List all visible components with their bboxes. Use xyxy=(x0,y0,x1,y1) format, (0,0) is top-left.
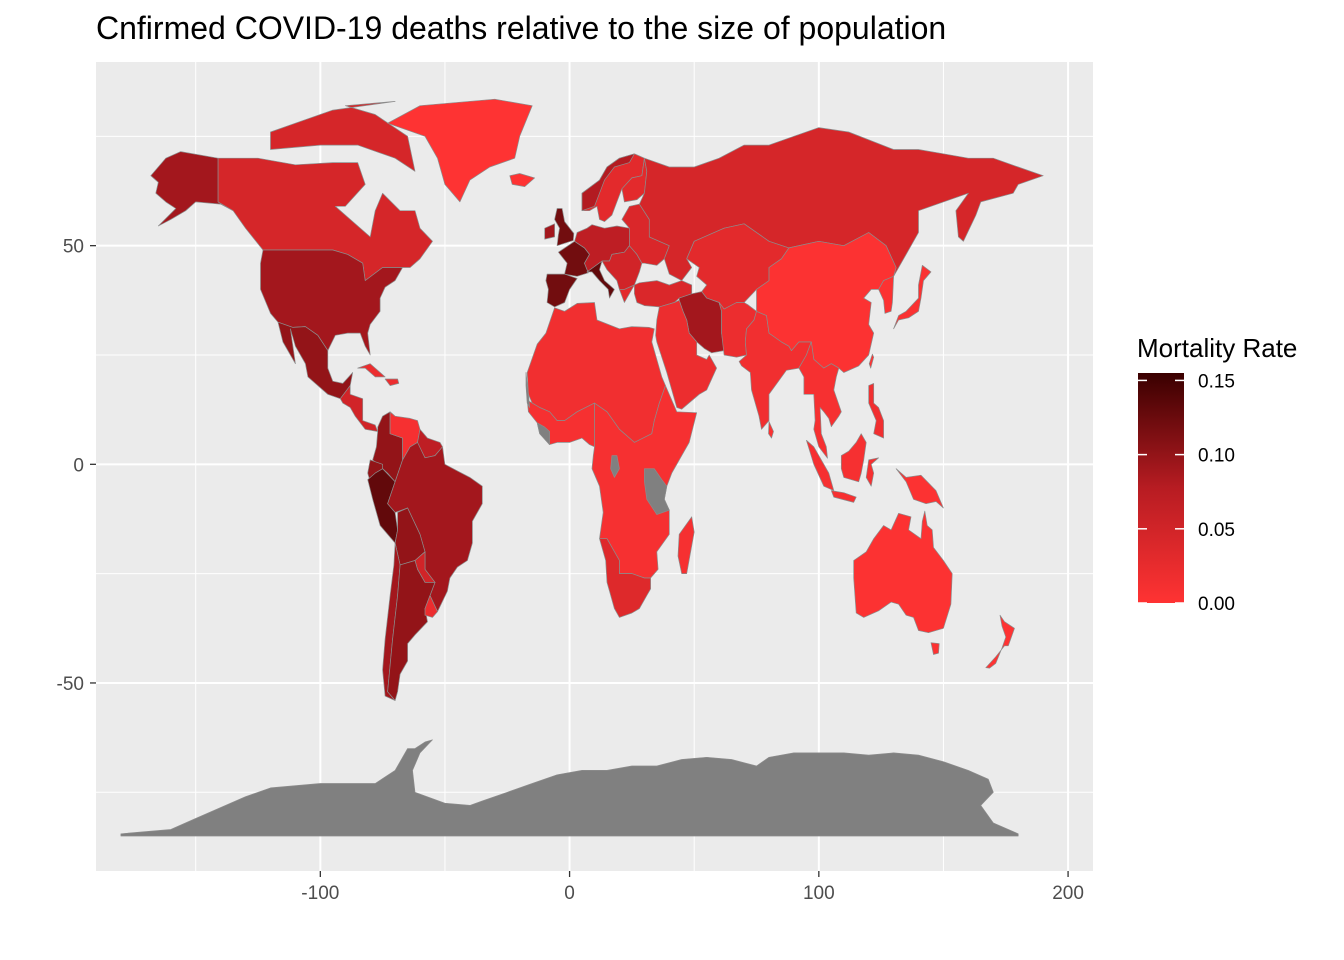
legend-tick-label: 0.10 xyxy=(1198,446,1235,467)
region-australia xyxy=(853,510,953,634)
y-tick-label: -50 xyxy=(57,674,84,695)
region-greece xyxy=(619,284,635,303)
legend-colorbar xyxy=(1138,373,1184,603)
region-philippines xyxy=(868,383,884,439)
region-java xyxy=(830,490,857,503)
region-taiwan xyxy=(868,353,875,369)
legend-tick-label: 0.15 xyxy=(1198,371,1235,392)
legend-tick-label: 0.00 xyxy=(1198,594,1235,615)
region-greenland xyxy=(387,98,533,203)
region-japan xyxy=(893,264,932,330)
region-balkans xyxy=(601,245,643,290)
axis-ticks: -100 0 100 200 -50 0 50 xyxy=(57,237,1084,904)
legend-title: Mortality Rate xyxy=(1137,333,1297,363)
y-tick-label: 0 xyxy=(73,455,84,476)
region-alaska xyxy=(150,151,234,227)
country-regions xyxy=(120,98,1044,837)
region-kazakhstan-central-asia xyxy=(686,223,790,310)
legend-tick-label: 0.05 xyxy=(1198,520,1235,541)
region-southern-africa xyxy=(599,538,651,618)
region-borneo-malaysia xyxy=(840,433,867,483)
region-new-zealand xyxy=(985,614,1015,669)
region-middle-east xyxy=(655,299,717,410)
region-italy xyxy=(586,260,615,299)
region-argentina xyxy=(387,560,436,701)
region-west-sahara-piece xyxy=(525,372,531,408)
region-hispaniola xyxy=(384,378,400,386)
region-uruguay xyxy=(424,595,438,618)
region-new-guinea xyxy=(895,468,944,509)
region-cuba xyxy=(357,363,386,378)
region-korea xyxy=(878,275,894,314)
region-spain-portugal xyxy=(545,273,578,308)
region-indochina xyxy=(798,341,842,459)
x-tick-label: -100 xyxy=(301,883,339,904)
region-madagascar xyxy=(677,516,695,574)
region-tasmania xyxy=(930,642,940,655)
chart-title: Cnfirmed COVID-19 deaths relative to the… xyxy=(96,10,947,46)
region-central-america xyxy=(339,385,379,432)
x-tick-label: 0 xyxy=(564,883,575,904)
region-norway-coast xyxy=(581,153,635,212)
x-tick-label: 100 xyxy=(803,883,835,904)
x-tick-label: 200 xyxy=(1052,883,1084,904)
region-sri-lanka xyxy=(768,421,774,439)
legend: Mortality Rate 0.00 0.05 0.10 0.15 xyxy=(1137,333,1297,615)
region-ireland xyxy=(544,223,555,240)
region-china-mongolia xyxy=(756,232,897,373)
y-tick-label: 50 xyxy=(63,237,84,258)
region-iceland xyxy=(509,173,536,187)
region-sierra-leone-liberia-gap xyxy=(536,422,550,445)
region-drc-interior xyxy=(610,455,620,478)
region-sulawesi xyxy=(865,457,879,487)
region-sumatra xyxy=(806,439,835,491)
region-united-kingdom xyxy=(554,208,575,247)
region-canadian-arctic-islands xyxy=(270,101,416,172)
region-tanzania xyxy=(644,468,670,515)
region-antarctica xyxy=(120,739,1019,837)
